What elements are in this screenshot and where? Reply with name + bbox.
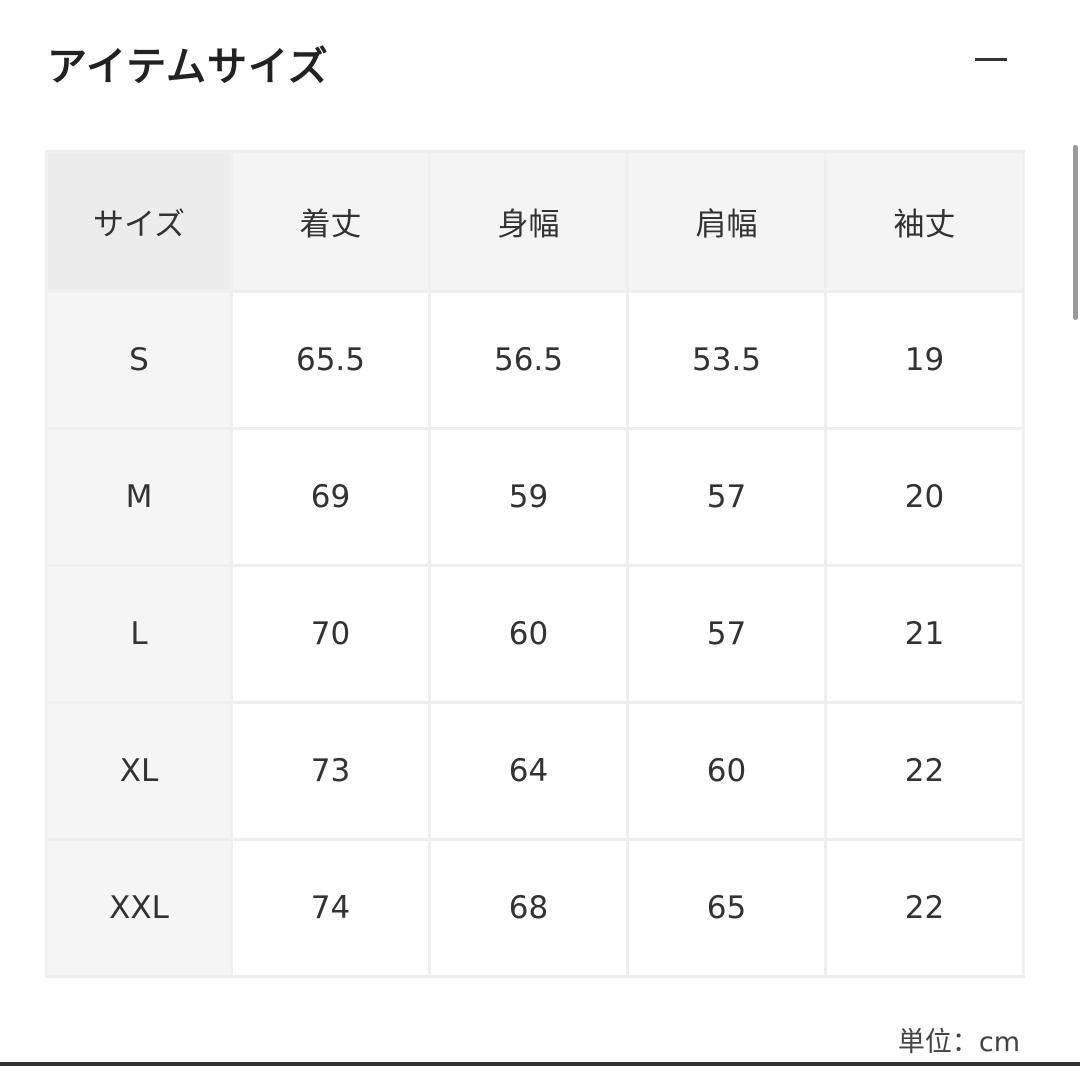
value-cell: 56.5: [428, 290, 629, 430]
header-cell: 肩幅: [626, 150, 827, 293]
value-cell: 70: [230, 564, 431, 704]
size-cell: XL: [45, 701, 233, 841]
table-row: M 69 59 57 20: [45, 427, 1025, 567]
value-cell: 22: [824, 838, 1025, 978]
value-cell: 57: [626, 564, 827, 704]
value-cell: 68: [428, 838, 629, 978]
scrollbar[interactable]: [1073, 145, 1078, 320]
value-cell: 74: [230, 838, 431, 978]
value-cell: 69: [230, 427, 431, 567]
size-cell: XXL: [45, 838, 233, 978]
size-cell: L: [45, 564, 233, 704]
value-cell: 60: [428, 564, 629, 704]
table-row: L 70 60 57 21: [45, 564, 1025, 704]
table-header-row: サイズ 着丈 身幅 肩幅 袖丈: [45, 150, 1025, 293]
section-title: アイテムサイズ: [47, 44, 329, 90]
value-cell: 73: [230, 701, 431, 841]
header-cell: サイズ: [45, 150, 233, 293]
header-cell: 袖丈: [824, 150, 1025, 293]
header-cell: 身幅: [428, 150, 629, 293]
value-cell: 65.5: [230, 290, 431, 430]
table-row: XXL 74 68 65 22: [45, 838, 1025, 978]
value-cell: 22: [824, 701, 1025, 841]
value-cell: 19: [824, 290, 1025, 430]
value-cell: 59: [428, 427, 629, 567]
value-cell: 60: [626, 701, 827, 841]
header-cell: 着丈: [230, 150, 431, 293]
value-cell: 65: [626, 838, 827, 978]
value-cell: 21: [824, 564, 1025, 704]
size-cell: M: [45, 427, 233, 567]
size-table: サイズ 着丈 身幅 肩幅 袖丈 S 65.5 56.5 53.5 19 M 69 59 57 20…: [45, 150, 1025, 978]
unit-label: 単位：cm: [897, 1027, 1020, 1058]
table-row: S 65.5 56.5 53.5 19: [45, 290, 1025, 430]
table-row: XL 73 64 60 22: [45, 701, 1025, 841]
value-cell: 20: [824, 427, 1025, 567]
value-cell: 53.5: [626, 290, 827, 430]
value-cell: 64: [428, 701, 629, 841]
value-cell: 57: [626, 427, 827, 567]
size-cell: S: [45, 290, 233, 430]
minus-icon[interactable]: [975, 58, 1007, 61]
divider: [0, 1062, 1080, 1066]
